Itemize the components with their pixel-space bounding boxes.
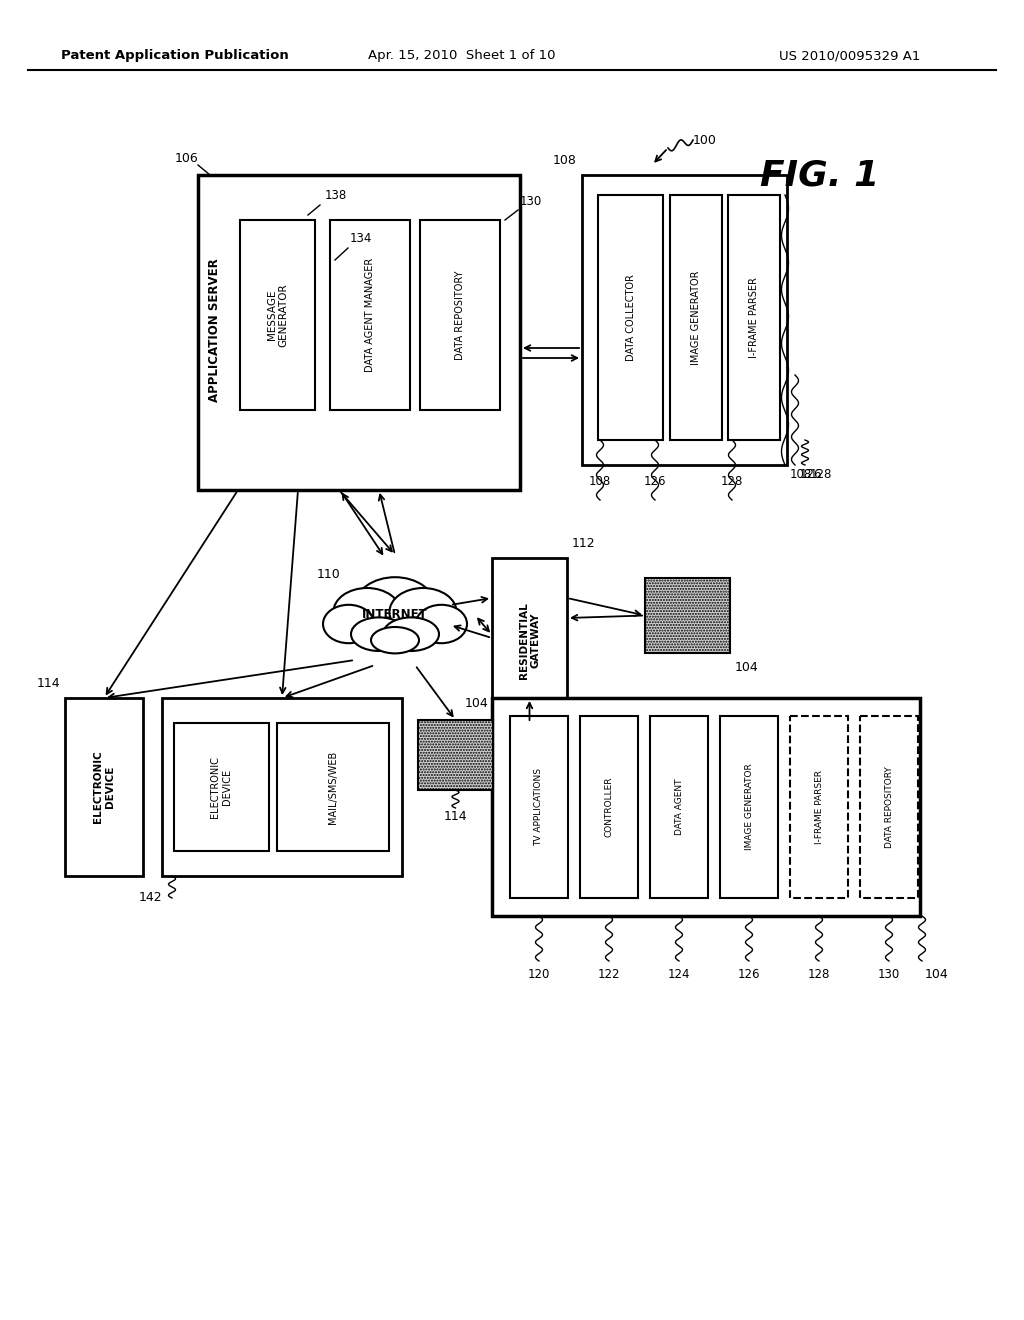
- Text: 120: 120: [527, 968, 550, 981]
- Text: 122: 122: [598, 968, 621, 981]
- Bar: [492, 558, 567, 723]
- Bar: [645, 578, 730, 653]
- Ellipse shape: [389, 587, 457, 636]
- Text: DATA REPOSITORY: DATA REPOSITORY: [885, 766, 894, 847]
- Text: IMAGE GENERATOR: IMAGE GENERATOR: [691, 271, 701, 364]
- Text: 112: 112: [572, 537, 596, 550]
- Ellipse shape: [371, 627, 419, 653]
- Ellipse shape: [355, 577, 435, 635]
- Text: INTERNET: INTERNET: [362, 609, 428, 622]
- Text: 104: 104: [925, 968, 949, 981]
- Text: CONTROLLER: CONTROLLER: [604, 776, 613, 837]
- Text: 104: 104: [735, 661, 759, 675]
- Text: 106: 106: [174, 152, 198, 165]
- Text: ELECTRONIC
DEVICE: ELECTRONIC DEVICE: [210, 756, 231, 818]
- Ellipse shape: [351, 618, 407, 651]
- Text: 108: 108: [790, 469, 812, 480]
- Text: US 2010/0095329 A1: US 2010/0095329 A1: [779, 49, 921, 62]
- Ellipse shape: [334, 587, 400, 636]
- Text: 110: 110: [316, 569, 340, 582]
- Text: RESIDENTIAL
GATEWAY: RESIDENTIAL GATEWAY: [519, 602, 541, 678]
- Bar: [790, 715, 848, 898]
- Text: DATA AGENT MANAGER: DATA AGENT MANAGER: [365, 257, 375, 372]
- Text: 128: 128: [808, 968, 830, 981]
- Text: 128: 128: [721, 475, 743, 488]
- Text: MAIL/SMS/WEB: MAIL/SMS/WEB: [328, 750, 338, 824]
- Bar: [174, 723, 269, 851]
- Bar: [860, 715, 918, 898]
- Bar: [728, 195, 780, 440]
- Bar: [240, 220, 315, 411]
- Bar: [510, 715, 568, 898]
- Text: Patent Application Publication: Patent Application Publication: [61, 49, 289, 62]
- Text: 130: 130: [520, 195, 543, 209]
- Text: 100: 100: [693, 133, 717, 147]
- Text: 134: 134: [350, 232, 373, 246]
- Text: 130: 130: [878, 968, 900, 981]
- Text: 114: 114: [37, 677, 60, 690]
- Text: 126: 126: [737, 968, 760, 981]
- Text: TV APPLICATIONS: TV APPLICATIONS: [535, 768, 544, 846]
- Bar: [420, 220, 500, 411]
- Bar: [418, 719, 493, 789]
- Text: 124: 124: [668, 968, 690, 981]
- Ellipse shape: [383, 618, 439, 651]
- Text: 142: 142: [138, 891, 162, 904]
- Bar: [580, 715, 638, 898]
- Bar: [670, 195, 722, 440]
- Text: 128: 128: [810, 469, 833, 480]
- Text: APPLICATION SERVER: APPLICATION SERVER: [209, 259, 221, 401]
- Bar: [598, 195, 663, 440]
- Bar: [278, 723, 389, 851]
- Text: 138: 138: [325, 189, 347, 202]
- Bar: [330, 220, 410, 411]
- Text: DATA COLLECTOR: DATA COLLECTOR: [626, 275, 636, 360]
- Text: 126: 126: [644, 475, 667, 488]
- Text: 108: 108: [553, 154, 577, 168]
- Text: 104: 104: [464, 697, 488, 710]
- Text: IMAGE GENERATOR: IMAGE GENERATOR: [744, 764, 754, 850]
- Bar: [198, 176, 520, 490]
- Text: 126: 126: [800, 469, 822, 480]
- Bar: [492, 698, 920, 916]
- Text: I-FRAME PARSER: I-FRAME PARSER: [814, 770, 823, 843]
- Bar: [162, 698, 402, 876]
- Text: DATA AGENT: DATA AGENT: [675, 779, 683, 836]
- Text: MESSAGE
GENERATOR: MESSAGE GENERATOR: [266, 284, 289, 347]
- Bar: [650, 715, 708, 898]
- Ellipse shape: [416, 605, 467, 643]
- Bar: [720, 715, 778, 898]
- Ellipse shape: [323, 605, 374, 643]
- Bar: [65, 698, 143, 876]
- Text: 114: 114: [443, 810, 467, 822]
- Text: ELECTRONIC
DEVICE: ELECTRONIC DEVICE: [93, 751, 115, 824]
- Text: I-FRAME PARSER: I-FRAME PARSER: [749, 277, 759, 358]
- Bar: [582, 176, 787, 465]
- Text: Apr. 15, 2010  Sheet 1 of 10: Apr. 15, 2010 Sheet 1 of 10: [369, 49, 556, 62]
- Text: 108: 108: [589, 475, 611, 488]
- Text: FIG. 1: FIG. 1: [760, 158, 880, 191]
- Text: DATA REPOSITORY: DATA REPOSITORY: [455, 271, 465, 360]
